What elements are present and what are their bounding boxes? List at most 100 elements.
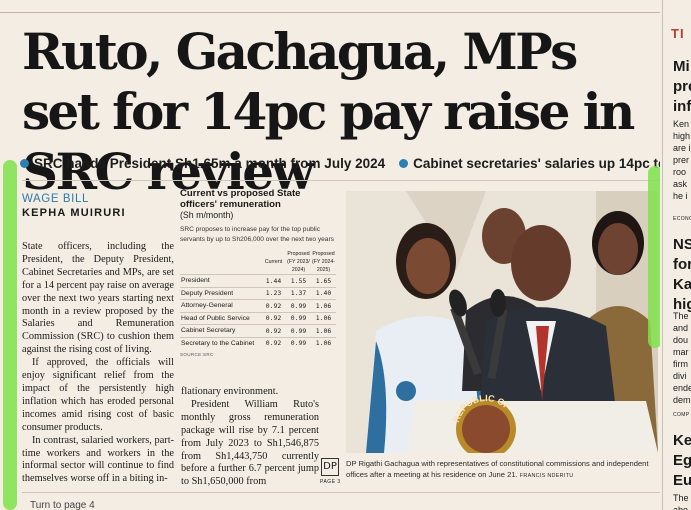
kicker: WAGE BILL: [22, 193, 89, 205]
sidebar-line: ende: [673, 383, 691, 393]
sidebar-line: Mi: [673, 58, 690, 75]
sidebar-line: abo: [673, 505, 689, 510]
table-row: Secretary to the Cabinet 0.92 0.99 1.06: [180, 336, 336, 349]
sidebar-line: NS: [673, 236, 691, 253]
cell-value: 1.23: [261, 286, 286, 300]
deck-line: SRC hands President Sh1.65m a month from…: [20, 156, 660, 171]
cell-value: 1.37: [286, 286, 311, 300]
sidebar-line: prer: [673, 155, 690, 165]
cell-value: 0.99: [286, 299, 311, 312]
footer-text: Turn to page 4: [30, 500, 95, 510]
sidebar-line: ECONO: [673, 216, 691, 222]
sidebar-line: Ken: [673, 119, 690, 129]
header-proposed-2024: Proposed (FY 2024- 2025): [312, 251, 335, 273]
sidebar-line: Ka: [673, 276, 691, 293]
cell-value: 0.92: [261, 311, 286, 325]
chart-description: SRC proposes to increase pay for the top…: [180, 226, 334, 243]
table-row: Cabinet Secretary 0.92 0.99 1.06: [180, 324, 336, 337]
sidebar-line: pre: [673, 78, 691, 95]
photo-icon: DP: [321, 458, 339, 476]
sidebar-line: COMP: [673, 412, 690, 418]
sidebar-line: firm: [673, 359, 688, 369]
paragraph: flationary environment.: [181, 386, 279, 397]
cell-value: 0.92: [261, 299, 286, 312]
row-label: Secretary to the Cabinet: [180, 336, 261, 349]
bullet-dot-icon: [20, 159, 29, 168]
highlighter-mark-left: [3, 160, 17, 510]
chart-subtitle: (Sh m/month): [180, 210, 234, 220]
sidebar-line: roo: [673, 167, 687, 177]
cell-value: 1.40: [311, 286, 336, 300]
top-rule: [0, 12, 660, 13]
paragraph: President William Ruto's monthly gross r…: [181, 398, 319, 488]
sidebar-line: The: [673, 493, 689, 503]
news-photo: REPUBLIC OF: [346, 191, 658, 453]
cell-value: 0.99: [286, 336, 311, 349]
sidebar-line: and: [673, 323, 689, 333]
sidebar-line: ask: [673, 179, 688, 189]
row-label: Head of Public Service: [180, 311, 261, 325]
cell-value: 1.06: [311, 336, 336, 349]
headline: Ruto, Gachagua, MPs set for 14pc pay rai…: [22, 22, 635, 201]
cell-value: 1.06: [311, 311, 336, 325]
photo-credit: FRANCIS NDERITU: [519, 473, 574, 479]
table-row: President 1.44 1.55 1.65: [180, 274, 336, 287]
sidebar-line: infl: [673, 98, 691, 115]
article-column-1: State officers, including the President,…: [22, 241, 174, 486]
table-row: Head of Public Service 0.92 0.99 1.06: [180, 311, 336, 325]
paragraph: In contrast, salaried workers, part-time…: [22, 434, 174, 485]
row-label: Cabinet Secretary: [180, 324, 261, 337]
cell-value: 1.06: [311, 299, 336, 312]
sidebar-line: dem: [673, 395, 691, 405]
cell-value: 1.55: [286, 274, 311, 287]
highlighter-mark-right: [648, 166, 660, 348]
cell-value: 0.99: [286, 311, 311, 325]
row-label: Deputy President: [180, 286, 261, 300]
cell-value: 0.99: [286, 324, 311, 337]
sidebar-line: The: [673, 311, 689, 321]
header-blank: [180, 250, 261, 275]
photo-illustration: REPUBLIC OF: [346, 191, 658, 453]
sidebar-line: hig: [673, 296, 691, 313]
sidebar-line: are i: [673, 143, 691, 153]
header-proposed-2023: Proposed (FY 2023/ 2024): [287, 251, 310, 273]
row-label: Attorney-General: [180, 299, 261, 312]
sidebar-line: mar: [673, 347, 689, 357]
deck-rule: [22, 180, 660, 181]
bullet-dot-icon: [399, 159, 409, 168]
cell-value: 0.92: [261, 324, 286, 337]
article-column-2: flationary environment. President Willia…: [181, 386, 319, 489]
paragraph: State officers, including the President,…: [22, 241, 174, 356]
sidebar-line: Eur: [673, 472, 691, 489]
header-current: Current: [264, 259, 283, 265]
sidebar-line: divi: [673, 371, 687, 381]
deck-1: SRC hands President Sh1.65m a month from…: [34, 156, 386, 171]
pay-table: Current Proposed (FY 2023/ 2024) Proposed…: [180, 250, 336, 349]
right-column: TI Mi pre infl Ken high are i prer roo ask he i EC…: [662, 0, 691, 510]
sidebar-line: dou: [673, 335, 689, 345]
chart-source: SOURCE:SRC: [180, 352, 214, 357]
bottom-rule: [22, 492, 660, 493]
table-header-row: Current Proposed (FY 2023/ 2024) Proposed…: [180, 250, 336, 275]
photo-caption: DP Rigathi Gachagua with representatives…: [346, 459, 649, 479]
table-row: Attorney-General 0.92 0.99 1.06: [180, 299, 336, 312]
table-row: Deputy President 1.23 1.37 1.40: [180, 286, 336, 300]
pay-chart: Current vs proposed State officers' remu…: [180, 188, 336, 357]
deck-2: Cabinet secretaries' salaries up 14pc to…: [413, 156, 660, 171]
page-reference: PAGE 3: [320, 479, 341, 485]
sidebar-line: for: [673, 256, 691, 273]
sidebar-line: Egy: [673, 452, 691, 469]
newspaper-page: Ruto, Gachagua, MPs set for 14pc pay rai…: [0, 12, 660, 510]
paragraph: If approved, the officials will enjoy si…: [22, 357, 174, 433]
cell-value: 1.65: [311, 274, 336, 287]
chart-title: Current vs proposed State officers' remu…: [180, 188, 301, 220]
sidebar-line: he i: [673, 191, 688, 201]
row-label: President: [180, 274, 261, 287]
byline: KEPHA MUIRURI: [22, 207, 126, 219]
cell-value: 1.44: [261, 274, 286, 287]
sidebar-line: Ker: [673, 432, 691, 449]
section-tag: TI: [671, 26, 685, 41]
cell-value: 1.06: [311, 324, 336, 337]
cell-value: 0.92: [261, 336, 286, 349]
sidebar-line: high: [673, 131, 691, 141]
